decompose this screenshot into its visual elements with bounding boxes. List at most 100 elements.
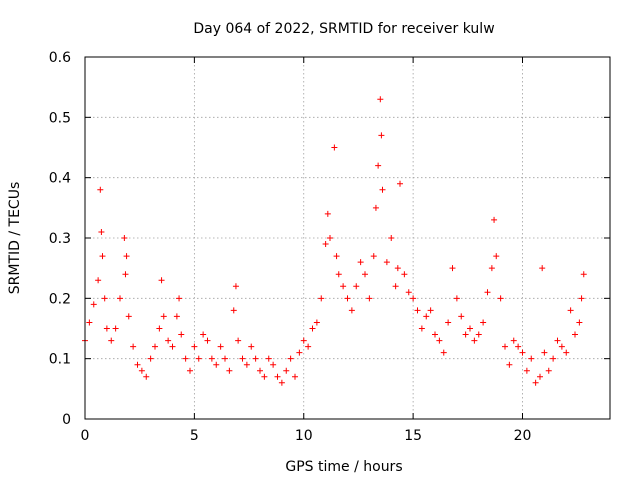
axis-ticks	[84, 56, 610, 420]
data-point	[156, 325, 163, 332]
data-point	[523, 367, 530, 374]
data-point	[191, 343, 198, 350]
data-point	[576, 319, 583, 326]
data-point	[375, 162, 382, 169]
y-tick-label: 0.4	[49, 171, 71, 187]
data-point	[243, 361, 250, 368]
data-point	[440, 349, 447, 356]
data-point	[436, 337, 443, 344]
data-point	[108, 337, 115, 344]
data-point	[152, 343, 158, 350]
data-point	[213, 361, 220, 368]
data-point	[138, 367, 145, 374]
data-point	[182, 355, 189, 362]
data-point	[322, 241, 329, 248]
data-point	[313, 319, 320, 326]
data-point	[541, 349, 548, 356]
data-point	[366, 295, 373, 302]
data-point	[480, 319, 487, 326]
data-point	[200, 331, 207, 338]
data-point	[274, 373, 281, 380]
data-point	[261, 373, 268, 380]
data-point	[449, 265, 456, 272]
data-point	[362, 271, 368, 278]
data-point	[309, 325, 316, 332]
data-point	[493, 253, 500, 260]
x-tick-label: 20	[514, 428, 532, 444]
data-point	[423, 313, 430, 320]
data-point	[558, 343, 565, 350]
data-point	[327, 235, 333, 241]
data-point	[160, 313, 167, 320]
data-point	[379, 186, 386, 193]
x-tick-label: 15	[404, 428, 422, 444]
data-point	[117, 295, 123, 302]
y-tick-label: 0	[62, 412, 71, 428]
data-point	[550, 355, 557, 362]
data-point	[134, 361, 141, 368]
data-point	[578, 295, 585, 302]
data-point	[121, 235, 128, 241]
data-point	[348, 307, 355, 314]
data-point	[378, 132, 385, 139]
data-point	[230, 307, 237, 314]
data-point	[458, 313, 465, 320]
data-point	[392, 283, 399, 290]
data-point	[554, 337, 561, 344]
data-points	[82, 96, 587, 386]
data-point	[324, 210, 331, 217]
plot-frame	[84, 56, 611, 420]
data-point	[235, 337, 242, 344]
data-point	[257, 367, 263, 374]
data-point	[370, 253, 377, 260]
data-point	[580, 271, 587, 278]
data-point	[388, 235, 395, 241]
data-point	[125, 313, 132, 320]
data-point	[130, 343, 137, 350]
data-point	[432, 331, 438, 338]
data-point	[467, 325, 473, 332]
data-point	[340, 283, 347, 290]
data-point	[491, 216, 498, 223]
data-point	[372, 204, 379, 211]
data-point	[333, 253, 340, 260]
data-point	[394, 265, 401, 272]
data-point	[123, 253, 130, 260]
data-point	[510, 337, 517, 344]
data-point	[169, 343, 176, 350]
data-point	[453, 295, 460, 302]
data-point	[278, 379, 285, 386]
data-point	[226, 367, 233, 374]
data-point	[377, 96, 384, 103]
data-point	[484, 289, 491, 296]
data-point	[98, 228, 105, 235]
data-point	[265, 355, 272, 362]
data-point	[165, 337, 172, 344]
data-point	[173, 313, 180, 320]
data-point	[178, 331, 185, 338]
data-point	[248, 343, 255, 350]
data-point	[445, 319, 452, 326]
data-point	[143, 373, 150, 380]
data-point	[292, 373, 298, 380]
y-tick-label: 0.2	[49, 291, 71, 307]
data-point	[331, 144, 338, 151]
data-point	[287, 355, 294, 362]
data-point	[397, 180, 403, 187]
grid	[85, 57, 610, 419]
data-point	[112, 325, 119, 332]
data-point	[488, 265, 495, 272]
data-point	[462, 331, 469, 338]
y-tick-label: 0.3	[49, 231, 71, 247]
data-point	[497, 295, 504, 302]
data-point	[99, 253, 106, 260]
data-point	[204, 337, 211, 344]
data-point	[101, 295, 108, 302]
y-tick-label: 0.5	[49, 110, 71, 126]
data-point	[357, 259, 364, 266]
data-point	[86, 319, 93, 326]
data-point	[222, 355, 228, 362]
x-tick-label: 5	[190, 428, 199, 444]
data-point	[283, 367, 290, 374]
